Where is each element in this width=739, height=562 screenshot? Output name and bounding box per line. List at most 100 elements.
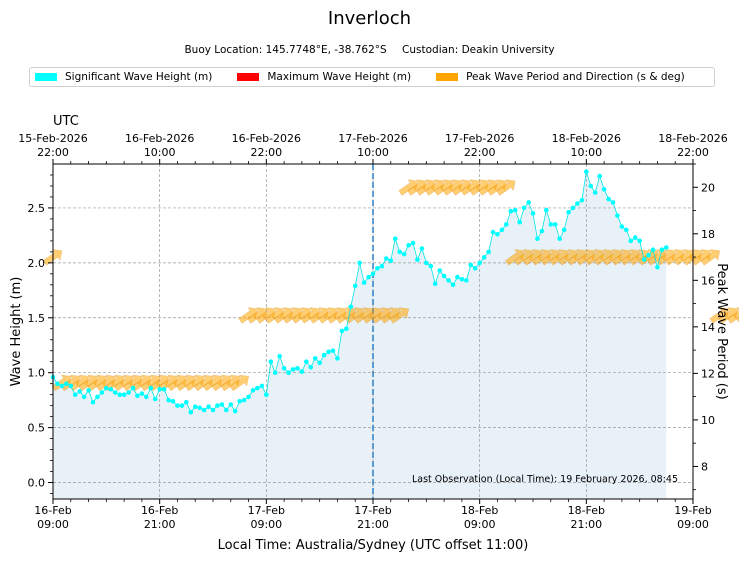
data-point — [566, 210, 571, 215]
data-point — [237, 398, 242, 404]
data-point — [459, 277, 465, 282]
data-point — [521, 205, 527, 211]
wave-height-area — [53, 171, 667, 499]
data-point — [441, 273, 447, 279]
legend-swatch-red — [237, 73, 260, 81]
legend-item-maximum-wave-height[interactable]: Maximum Wave Height (m) — [237, 71, 411, 83]
data-point — [59, 383, 65, 389]
y-axis-label: Wave Height (m) — [9, 277, 24, 387]
data-point — [486, 249, 491, 255]
x2-tick-label-time: 10:00 — [570, 146, 602, 159]
data-point — [664, 245, 669, 250]
period-direction-arrow — [496, 179, 516, 196]
legend-label: Maximum Wave Height (m) — [267, 71, 412, 83]
legend-label: Peak Wave Period and Direction (s & deg) — [466, 71, 685, 83]
data-point — [584, 169, 589, 174]
y2-tick-label: 20 — [701, 181, 715, 194]
data-point — [384, 256, 389, 261]
legend-item-significant-wave-height[interactable]: Significant Wave Height (m) — [35, 71, 212, 83]
data-point — [339, 328, 345, 334]
data-point — [170, 398, 176, 404]
data-point — [255, 385, 260, 391]
data-point — [179, 403, 185, 408]
data-point — [352, 283, 358, 289]
last-observation-annotation: Last Observation (Local Time): 19 Februa… — [412, 474, 678, 485]
data-point — [268, 359, 274, 365]
data-point — [539, 228, 545, 234]
data-point — [361, 280, 367, 285]
x-tick-label-time: 21:00 — [357, 518, 389, 531]
data-point — [86, 388, 91, 393]
y2-tick-label: 14 — [701, 321, 715, 334]
data-point — [152, 396, 158, 402]
data-point — [312, 356, 318, 361]
data-point — [215, 403, 220, 408]
data-point — [344, 326, 349, 332]
data-point — [628, 238, 634, 244]
data-point — [210, 407, 216, 413]
x2-tick-label-date: 15-Feb-2026 — [18, 132, 87, 145]
data-point — [379, 263, 385, 269]
data-point — [655, 264, 660, 270]
data-point — [277, 353, 283, 359]
x2-tick-label-date: 16-Feb-2026 — [232, 132, 301, 145]
x2-tick-label-date: 18-Feb-2026 — [552, 132, 621, 145]
data-point — [504, 222, 509, 227]
y-tick-label: 2.5 — [28, 202, 46, 215]
y2-tick-label: 12 — [701, 367, 715, 380]
x2-tick-label-date: 17-Feb-2026 — [338, 132, 407, 145]
data-point — [575, 201, 580, 206]
x-tick-label-time: 21:00 — [570, 518, 602, 531]
data-point — [135, 393, 140, 399]
data-point — [410, 240, 416, 246]
x2-tick-label-time: 22:00 — [464, 146, 496, 159]
data-point — [224, 407, 229, 413]
data-point — [348, 304, 354, 310]
y-tick-label: 0.0 — [28, 477, 46, 490]
data-point — [99, 390, 105, 395]
data-point — [126, 390, 131, 395]
data-point — [281, 366, 287, 371]
legend-item-peak-wave-period[interactable]: Peak Wave Period and Direction (s & deg) — [436, 71, 685, 83]
data-point — [481, 255, 487, 260]
data-point — [406, 243, 411, 248]
x-tick-label-time: 09:00 — [677, 518, 709, 531]
data-point — [321, 352, 327, 358]
x2-tick-label-time: 22:00 — [677, 146, 709, 159]
data-point — [650, 247, 656, 252]
chart-subtitle: Buoy Location: 145.7748°E, -38.762°S Cus… — [0, 44, 739, 56]
data-point — [95, 394, 100, 400]
data-point — [450, 282, 456, 288]
data-point — [308, 364, 314, 370]
data-point — [192, 404, 198, 410]
data-point — [401, 251, 407, 257]
data-point — [570, 205, 576, 211]
data-point — [659, 247, 665, 252]
arrow-shape — [389, 307, 410, 324]
data-point — [526, 200, 531, 205]
data-point — [286, 370, 291, 376]
data-point — [144, 394, 149, 400]
x-tick-label-date: 18-Feb — [461, 504, 498, 517]
x2-tick-label-time: 10:00 — [144, 146, 176, 159]
data-point — [619, 224, 625, 229]
data-point — [317, 360, 323, 366]
data-point — [588, 183, 594, 189]
data-point — [601, 187, 607, 192]
data-point — [117, 392, 122, 398]
data-point — [299, 369, 305, 374]
data-point — [641, 257, 647, 262]
data-point — [335, 356, 340, 361]
data-point — [508, 208, 514, 214]
custodian: Custodian: Deakin University — [402, 44, 555, 56]
x-tick-label-date: 18-Feb — [568, 504, 605, 517]
period-direction-arrow — [229, 374, 250, 392]
data-point — [610, 200, 616, 205]
y2-tick-label: 18 — [701, 228, 715, 241]
arrow-shape — [496, 179, 516, 196]
y2-tick-label: 16 — [701, 274, 715, 287]
x2-tick-label-time: 10:00 — [357, 146, 389, 159]
legend-swatch-orange — [436, 73, 459, 81]
data-point — [530, 211, 536, 216]
